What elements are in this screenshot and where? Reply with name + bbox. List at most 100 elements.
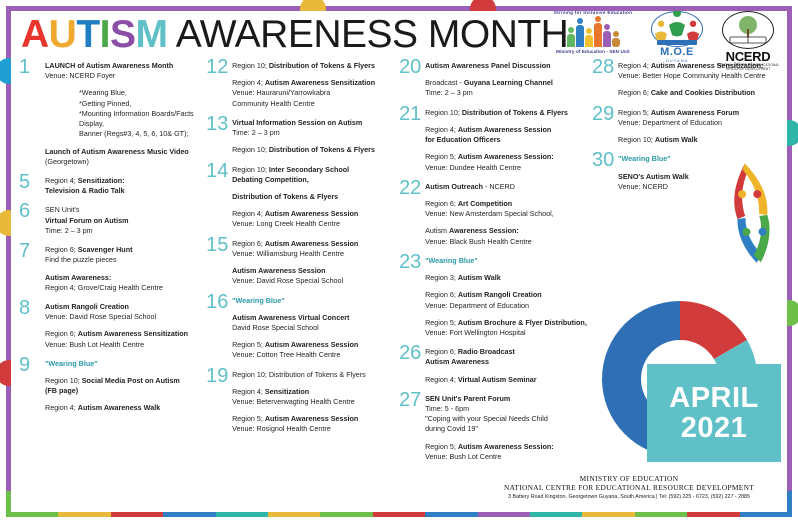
calendar-entry[interactable]: 20 Autism Awareness Panel Discussion Broad… [399,56,588,106]
calendar-event-block: Autism Awareness Virtual Concert David Ro… [232,313,395,333]
calendar-entry[interactable]: 6 SEN Unit's Virtual Forum on Autism Time: … [19,201,202,243]
calendar-event-block: Region 5; Autism Brochure & Flyer Distri… [425,318,588,338]
calendar-event-line: Region 10; Distribution of Tokens & Flye… [232,145,375,155]
calendar-entry[interactable]: 1 LAUNCH of Autism Awareness Month Venue: … [19,56,202,174]
footer: MINISTRY OF EDUCATION NATIONAL CENTRE FO… [479,474,779,500]
calendar-event-block: Autism Awareness Panel Discussion [425,61,588,71]
frame-right-border [787,6,792,517]
calendar-event-line: Time: 2 – 3 pm [45,225,93,235]
calendar-entry[interactable]: 19 Region 10; Distribution of Tokens & Fl… [206,366,395,442]
logo-group: Striving for Inclusive Education Ministr… [547,11,781,71]
calendar-event-line: *Getting Pinned, [79,98,132,108]
calendar-day-number: 8 [19,296,31,319]
calendar-entry-body: Region 10; Distribution of Tokens & Flye… [232,370,395,442]
footer-centre: NATIONAL CENTRE FOR EDUCATIONAL RESOURCE… [503,483,755,492]
calendar-entry[interactable]: 9 "Wearing Blue" Region 10; Social Media P… [19,355,202,421]
calendar-event-line: Venue: Hauraruni/Yarrowkabra [232,88,331,98]
calendar-entry-body: Region 6; Autism Awareness Session Venue:… [232,239,395,294]
calendar-event-line: Autism Awareness [425,357,489,367]
calendar-entry[interactable]: 23 "Wearing Blue" Region 3; Autism Walk Reg… [399,252,588,345]
calendar-entry[interactable]: 30 "Wearing Blue" SENO's Autism Walk Venue:… [592,149,783,199]
footer-ministry: MINISTRY OF EDUCATION [579,474,679,483]
column-2: 12 Region 10; Distribution of Tokens & Fl… [206,56,399,512]
calendar-event-line: Region 4; Autism Awareness Walk [45,403,161,413]
page-title-letter-t: T [76,13,100,56]
calendar-entry[interactable]: 13 Virtual Information Session on Autism T… [206,114,395,163]
calendar-event-line: Region 6; Autism Rangoli Creation [425,290,542,300]
calendar-day-number: 5 [19,170,31,193]
calendar-event-block: Region 10; Autism Walk [618,135,783,145]
logo-sen-caption: Ministry of Education - SEN Unit [556,48,630,54]
calendar-entry-body: Region 10; Distribution of Tokens & Flye… [425,108,588,180]
calendar-entry-body: Region 10; Distribution of Tokens & Flye… [232,61,395,116]
calendar-event-line: Region 4; Sensitization: [45,175,125,185]
calendar-event-block: Region 4; Autism Awareness Session for Ed… [425,125,588,145]
calendar-entry[interactable]: 8 Autism Rangoli Creation Venue: David Ros… [19,296,202,357]
calendar-event-line: Region 4; Autism Awareness Sensitization [232,78,376,88]
calendar-event-line: Region 6; Art Competition [425,198,513,208]
calendar-entry-body: Region 4; Sensitization: Television & Rad… [45,176,202,203]
calendar-event-line: Region 4; Autism Awareness Session [425,124,552,134]
frame-top-border [6,6,792,11]
calendar-entry[interactable]: 7 Region 6; Scavenger Hunt Find the puzzle… [19,241,202,300]
calendar-event-block: Region 6; Autism Awareness Sensitization… [45,329,202,349]
calendar-event-line: Time: 5 - 6pm [425,404,470,414]
calendar-event-block: Launch of Autism Awareness Music Video (G… [45,147,202,167]
calendar-entry[interactable]: 16 "Wearing Blue" Autism Awareness Virtual… [206,292,395,368]
calendar-event-block: Region 4; Virtual Autism Seminar [425,375,588,385]
calendar-entry-body: Region 4; Autism Awareness Sensitization… [618,61,783,106]
calendar-entry[interactable]: 12 Region 10; Distribution of Tokens & Fl… [206,56,395,116]
calendar-entry-body: SEN Unit's Parent Forum Time: 5 - 6pm "Cop… [425,394,588,469]
calendar-event-block: Region 10; Social Media Post on Autism (F… [45,376,202,396]
poster-sheet: AUTISM AWARENESS MONTH Striving for Incl… [11,11,787,512]
calendar-entry[interactable]: 28 Region 4; Autism Awareness Sensitizati… [592,57,783,106]
calendar-event-line: Community Health Centre [232,98,315,108]
calendar-event-line: Venue: Bush Lot Centre [425,451,502,461]
calendar-entry[interactable]: 29 Region 5; Autism Awareness Forum Venue:… [592,104,783,153]
calendar-event-line: Broadcast - Guyana Learning Channel [425,78,553,88]
calendar-day-number: 26 [399,342,422,365]
footer-address: 3 Battery Road Kingston, Georgetown Guya… [508,494,750,500]
calendar-event-line: "Wearing Blue" [232,295,285,305]
calendar-entry[interactable]: 26 Region 6; Radio Broadcast Autism Awaren… [399,342,588,392]
calendar-event-block: Region 10; Inter Secondary School Debatin… [232,165,395,185]
calendar-event-block: Region 6; Autism Awareness Session Venue:… [232,239,395,259]
calendar-event-line: Region 10; Distribution of Tokens & Flye… [425,107,568,117]
calendar-day-number: 1 [19,56,31,78]
calendar-day-number: 20 [399,56,422,78]
autism-puzzle-ribbon-icon [725,159,779,269]
month-badge: APRIL 2021 [647,364,781,462]
calendar-entry[interactable]: 27 SEN Unit's Parent Forum Time: 5 - 6pm "C… [399,390,588,469]
calendar-entry-body: Virtual Information Session on Autism Tim… [232,118,395,163]
month-badge-year: 2021 [680,412,748,444]
calendar-day-number: 30 [592,149,615,172]
calendar-entry-body: Region 10; Inter Secondary School Debatin… [232,165,395,237]
calendar-event-line: Find the puzzle pieces [45,255,117,265]
calendar-event-line: Region 5; Autism Brochure & Flyer Distri… [425,317,587,327]
calendar-event-block: "Wearing Blue" [425,256,588,266]
calendar-entry[interactable]: 5 Region 4; Sensitization: Television & Ra… [19,170,202,203]
calendar-entry[interactable]: 14 Region 10; Inter Secondary School Debat… [206,161,395,237]
calendar-entry[interactable]: 15 Region 6; Autism Awareness Session Venu… [206,235,395,294]
calendar-event-line: Venue: New Amsterdam Special School, [425,209,554,219]
calendar-event-block: Autism Awareness: Region 4; Grove/Craig H… [45,273,202,293]
calendar-event-line: "Wearing Blue" [425,255,478,265]
calendar-event-block: Region 4; Autism Awareness Sensitization… [618,61,783,81]
calendar-event-line: *Mounting Information Boards/Facts Displ… [79,108,194,129]
page-title-letter-s: S [110,13,136,56]
ncerd-tree-book-icon [722,11,774,49]
calendar-entry[interactable]: 21 Region 10; Distribution of Tokens & Fl… [399,104,588,180]
calendar-event-line: Venue: Beterverwagting Health Centre [232,397,355,407]
calendar-event-line: Banner (Regs#3, 4, 5, 6, 10& GT); [79,129,189,139]
calendar-event-block: Region 10; Distribution of Tokens & Flye… [232,61,395,71]
calendar-entry-body: LAUNCH of Autism Awareness Month Venue: N… [45,61,202,174]
page-title: AUTISM AWARENESS MONTH [21,13,569,56]
calendar-day-number: 12 [206,56,229,78]
calendar-event-block: *Wearing Blue, *Getting Pinned, *Mounting … [45,88,202,139]
calendar-event-block: "Wearing Blue" [45,359,202,369]
column-1: 1 LAUNCH of Autism Awareness Month Venue: … [11,56,206,512]
calendar-event-line: Region 4; Sensitization [232,386,310,396]
calendar-event-line: Region 4; Autism Awareness Session [232,209,359,219]
calendar-entry[interactable]: 22 Autism Outreach - NCERD Region 6; Art C… [399,178,588,254]
calendar-event-line: Region 10; Autism Walk [618,135,698,145]
